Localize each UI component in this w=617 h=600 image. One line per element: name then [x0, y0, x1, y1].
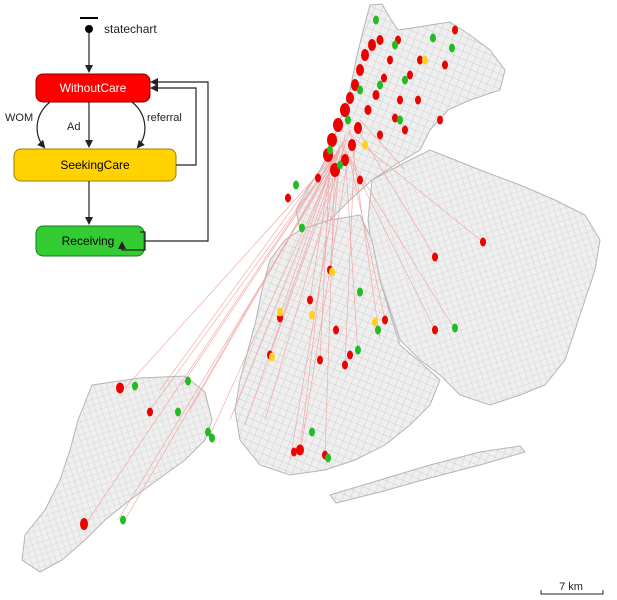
agents-seeking-care [269, 55, 428, 362]
map-region-queens [367, 149, 601, 406]
statechart-title: statechart [104, 22, 157, 36]
transition-receiving-self-loop [118, 231, 146, 251]
map-region-rockaway [329, 445, 526, 504]
referral-links [84, 119, 484, 526]
transition-referral-arrow [131, 101, 146, 149]
state-receiving-label: Receiving [62, 234, 115, 248]
transition-ad-label: Ad [67, 121, 80, 133]
scale-bar: 7 km [540, 581, 604, 595]
statechart: statechart WithoutCare SeekingCare Recei… [5, 17, 209, 257]
map-region-staten-island [21, 375, 213, 573]
scale-bar-label: 7 km [559, 581, 583, 593]
agents-receiving [120, 15, 458, 525]
transition-wom-label: WOM [5, 112, 33, 124]
city-map [21, 3, 601, 573]
scale-bar-line [540, 590, 604, 595]
state-without-care-label: WithoutCare [60, 81, 127, 95]
transition-receiving-to-without-arrow [144, 78, 209, 242]
initial-state-dot [85, 25, 93, 33]
transition-referral-label: referral [147, 112, 182, 124]
transition-wom-arrow [36, 101, 51, 149]
state-seeking-care-label: SeekingCare [60, 158, 130, 172]
transition-seeking-to-without-arrow [150, 84, 197, 166]
